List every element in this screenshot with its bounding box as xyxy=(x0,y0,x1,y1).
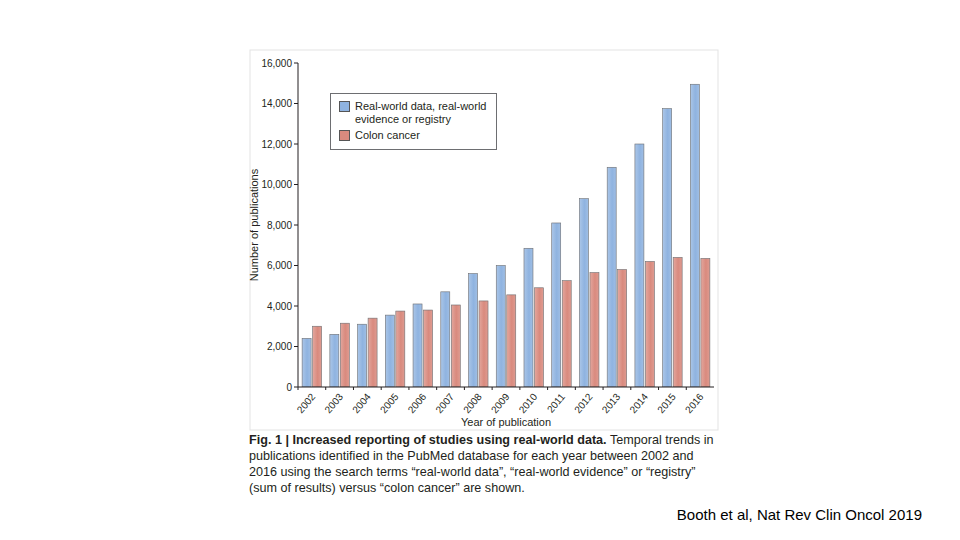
x-tick xyxy=(603,387,604,390)
y-tick-label: 14,000 xyxy=(261,98,292,109)
x-tick xyxy=(658,387,659,390)
bar xyxy=(663,109,672,387)
bar xyxy=(524,248,533,387)
bar xyxy=(507,295,516,387)
y-tick xyxy=(294,346,298,347)
bar xyxy=(451,305,460,387)
x-tick-label: 2004 xyxy=(350,391,373,415)
y-tick xyxy=(294,103,298,104)
bar xyxy=(479,301,488,387)
y-tick xyxy=(294,184,298,185)
bar xyxy=(302,338,311,387)
x-tick xyxy=(436,387,437,390)
bars xyxy=(302,84,710,387)
x-tick-label: 2010 xyxy=(517,391,540,415)
bar xyxy=(645,261,654,387)
y-tick-label: 2,000 xyxy=(267,341,292,352)
bar xyxy=(385,315,394,387)
y-tick xyxy=(294,144,298,145)
bar xyxy=(607,167,616,387)
x-tick xyxy=(547,387,548,390)
bar xyxy=(368,318,377,387)
bar xyxy=(396,311,405,387)
x-tick-label: 2008 xyxy=(461,391,484,415)
y-tick-label: 4,000 xyxy=(267,301,292,312)
y-tick-label: 8,000 xyxy=(267,220,292,231)
y-tick xyxy=(294,387,298,388)
x-tick xyxy=(408,387,409,390)
bar xyxy=(340,323,349,387)
legend-label: Real-world data, real-world evidence or … xyxy=(355,100,492,125)
x-tick-label: 2003 xyxy=(322,391,345,415)
x-tick xyxy=(381,387,382,390)
x-tick-label: 2012 xyxy=(572,391,595,415)
x-tick-label: 2016 xyxy=(683,391,706,415)
stage: 0 2,000 4,000 6,000 8,000 10,000 12,000 14,000 1… xyxy=(0,0,960,540)
x-tick xyxy=(325,387,326,390)
x-tick-label: 2009 xyxy=(489,391,512,415)
x-tick xyxy=(492,387,493,390)
y-tick-label: 0 xyxy=(286,382,292,393)
bar xyxy=(673,257,682,387)
y-tick-label: 12,000 xyxy=(261,139,292,150)
y-tick xyxy=(294,306,298,307)
y-axis xyxy=(298,63,299,387)
x-tick xyxy=(630,387,631,390)
bar xyxy=(424,310,433,387)
y-tick xyxy=(294,265,298,266)
x-tick-label: 2006 xyxy=(406,391,429,415)
bar xyxy=(496,266,505,388)
caption-title: Fig. 1 | Increased reporting of studies … xyxy=(249,433,607,447)
caption: Fig. 1 | Increased reporting of studies … xyxy=(249,432,719,496)
x-tick-label: 2005 xyxy=(378,391,401,415)
x-tick xyxy=(575,387,576,390)
x-axis-title: Year of publication xyxy=(461,416,551,428)
source-note: Booth et al, Nat Rev Clin Oncol 2019 xyxy=(677,506,922,523)
x-tick xyxy=(298,387,299,390)
bar xyxy=(441,292,450,387)
legend-entry: Colon cancer xyxy=(339,129,492,142)
bar xyxy=(579,199,588,387)
y-tick xyxy=(294,225,298,226)
x-tick-label: 2007 xyxy=(433,391,456,415)
y-axis-title: Number of publications xyxy=(248,168,260,281)
x-tick-label: 2014 xyxy=(627,391,650,415)
y-tick-label: 6,000 xyxy=(267,260,292,271)
bar xyxy=(690,84,699,387)
y-tick-label: 16,000 xyxy=(261,58,292,69)
x-tick xyxy=(686,387,687,390)
bar xyxy=(413,304,422,387)
bar xyxy=(635,144,644,387)
x-tick-label: 2015 xyxy=(655,391,678,415)
x-axis xyxy=(298,387,714,388)
x-tick xyxy=(464,387,465,390)
bar xyxy=(313,326,322,387)
bar xyxy=(618,270,627,387)
x-tick-label: 2013 xyxy=(600,391,623,415)
x-tick-label: 2002 xyxy=(295,391,318,415)
bar xyxy=(330,334,339,387)
x-tick xyxy=(353,387,354,390)
legend-swatch xyxy=(339,130,350,141)
bar xyxy=(552,223,561,387)
y-tick-label: 10,000 xyxy=(261,179,292,190)
bar xyxy=(469,274,478,387)
legend-label: Colon cancer xyxy=(355,129,420,142)
bar xyxy=(358,324,367,387)
legend-entry: Real-world data, real-world evidence or … xyxy=(339,100,492,125)
bar xyxy=(562,281,571,387)
legend-swatch xyxy=(339,101,350,112)
bar xyxy=(590,273,599,387)
figure-frame xyxy=(250,50,718,430)
x-tick-label: 2011 xyxy=(545,391,568,415)
legend: Real-world data, real-world evidence or … xyxy=(330,93,497,150)
y-tick xyxy=(294,63,298,64)
bar xyxy=(701,258,710,387)
x-tick xyxy=(519,387,520,390)
bar xyxy=(534,288,543,387)
